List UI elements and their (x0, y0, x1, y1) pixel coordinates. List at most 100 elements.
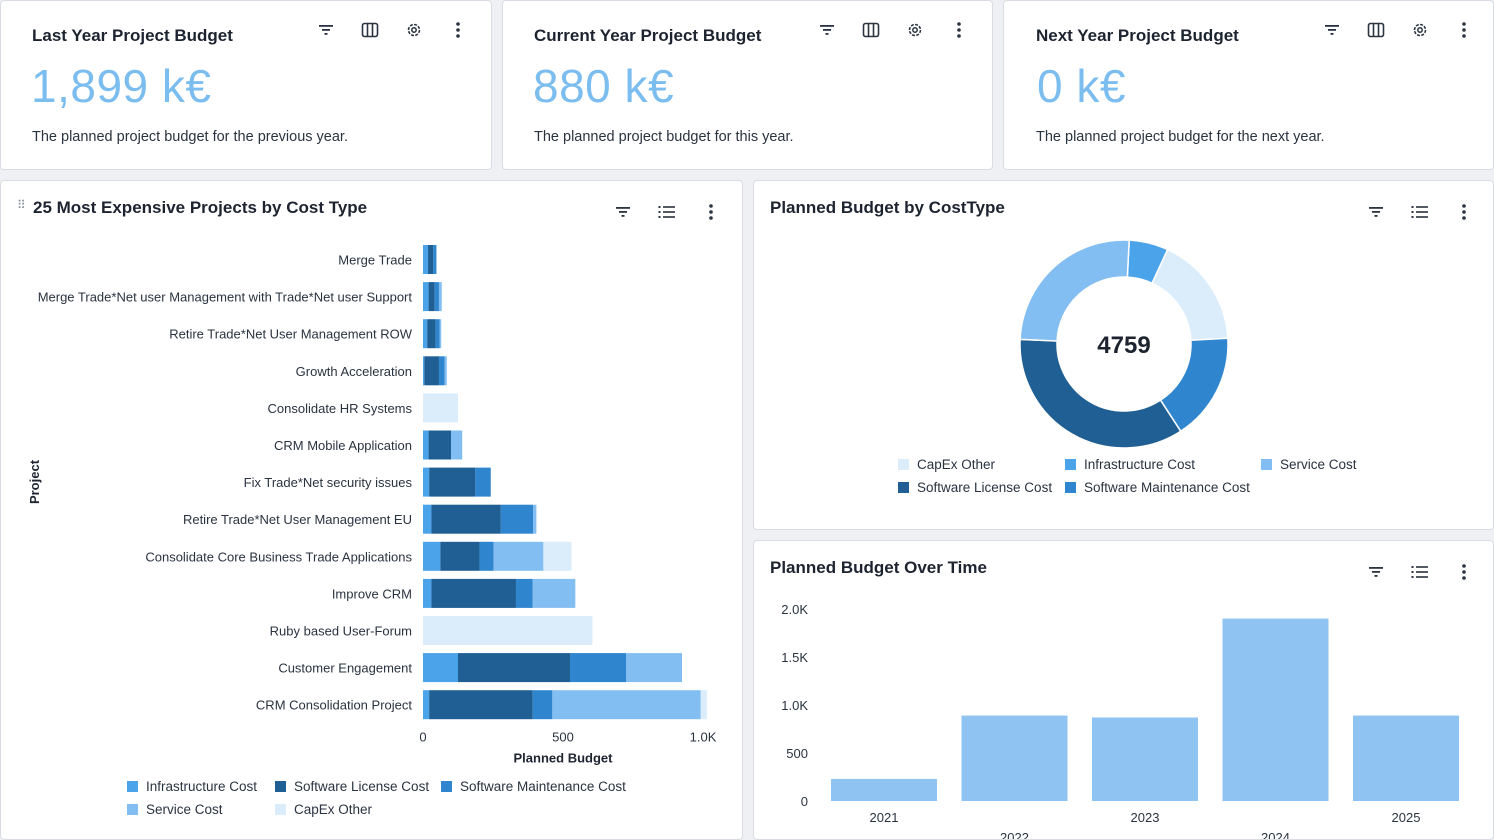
bar[interactable] (1222, 618, 1329, 801)
bar-segment[interactable] (434, 282, 439, 312)
legend-item[interactable]: Software Maintenance Cost (1065, 480, 1250, 495)
legend-list-button[interactable] (1405, 201, 1435, 223)
filter-button[interactable] (1317, 19, 1347, 41)
legend-item[interactable]: Service Cost (127, 802, 223, 817)
bar-segment[interactable] (438, 356, 445, 386)
bar-segment[interactable] (700, 690, 707, 720)
legend-list-button[interactable] (652, 201, 682, 223)
filter-button[interactable] (812, 19, 842, 41)
more-button[interactable] (1449, 561, 1479, 583)
donut-slice[interactable] (1151, 248, 1229, 342)
more-button[interactable] (443, 19, 473, 41)
bar-row[interactable]: Merge Trade*Net user Management with Tra… (38, 282, 442, 312)
bar-segment[interactable] (626, 653, 682, 683)
legend-item[interactable]: Software License Cost (898, 480, 1052, 495)
bar-segment[interactable] (515, 578, 533, 608)
legend-item[interactable]: CapEx Other (275, 802, 372, 817)
bar-segment[interactable] (429, 690, 533, 720)
bar-row[interactable]: Retire Trade*Net User Management EU (183, 504, 537, 534)
bar-segment[interactable] (439, 319, 442, 349)
bar-row[interactable]: Improve CRM (332, 578, 576, 608)
bar-segment[interactable] (533, 504, 537, 534)
bar-segment[interactable] (532, 578, 576, 608)
filter-button[interactable] (311, 19, 341, 41)
bar-row[interactable]: CRM Mobile Application (274, 430, 463, 460)
bar[interactable] (1353, 715, 1459, 801)
bar-segment[interactable] (433, 245, 437, 274)
bar-segment[interactable] (493, 541, 544, 571)
settings-button[interactable] (399, 19, 429, 41)
columns-button[interactable] (1361, 19, 1391, 41)
bar-segment[interactable] (570, 653, 626, 683)
settings-button[interactable] (900, 19, 930, 41)
filter-button[interactable] (1361, 561, 1391, 583)
bar-row[interactable]: Ruby based User-Forum (270, 616, 593, 645)
more-button[interactable] (1449, 19, 1479, 41)
donut-center-total: 4759 (1097, 332, 1150, 359)
more-button[interactable] (944, 19, 974, 41)
bar-segment[interactable] (423, 245, 429, 274)
bar-segment[interactable] (423, 653, 458, 683)
bar-segment[interactable] (423, 430, 429, 460)
bar-segment[interactable] (423, 504, 432, 534)
bar-segment[interactable] (423, 282, 429, 312)
bar-segment[interactable] (423, 541, 441, 571)
bar-segment[interactable] (423, 319, 428, 349)
bar-segment[interactable] (479, 541, 494, 571)
legend-item[interactable]: Software Maintenance Cost (441, 779, 626, 794)
bar-segment[interactable] (440, 541, 480, 571)
bar-segment[interactable] (431, 578, 516, 608)
bar-segment[interactable] (423, 356, 425, 386)
bar-segment[interactable] (423, 467, 430, 497)
bar-segment[interactable] (451, 430, 463, 460)
bar-segment[interactable] (431, 504, 501, 534)
filter-button[interactable] (608, 201, 638, 223)
bar[interactable] (831, 778, 937, 801)
legend-item[interactable]: Software License Cost (275, 779, 429, 794)
donut-slice[interactable] (1019, 239, 1130, 342)
legend-item[interactable]: Infrastructure Cost (1065, 457, 1195, 472)
bar-segment[interactable] (543, 541, 572, 571)
bar-row[interactable]: CRM Consolidation Project (256, 690, 707, 720)
bar-segment[interactable] (428, 245, 434, 274)
more-button[interactable] (696, 201, 726, 223)
bar-segment[interactable] (458, 653, 570, 683)
bar-segment[interactable] (424, 356, 439, 386)
legend-item[interactable]: Infrastructure Cost (127, 779, 257, 794)
bar-segment[interactable] (429, 467, 476, 497)
bar-segment[interactable] (500, 504, 534, 534)
donut-slice[interactable] (1019, 338, 1182, 449)
bar[interactable] (961, 715, 1068, 801)
x-tick-label: 2022 (1000, 830, 1029, 840)
bar-segment[interactable] (423, 690, 430, 720)
bar-row[interactable]: Retire Trade*Net User Management ROW (169, 319, 442, 349)
columns-button[interactable] (856, 19, 886, 41)
more-button[interactable] (1449, 201, 1479, 223)
bar-segment[interactable] (438, 282, 442, 312)
bar[interactable] (1092, 717, 1198, 801)
bar-segment[interactable] (444, 356, 447, 386)
bar-row[interactable]: Customer Engagement (278, 653, 682, 683)
legend-item[interactable]: Service Cost (1261, 457, 1357, 472)
bar-row[interactable]: Consolidate HR Systems (268, 393, 459, 423)
bar-segment[interactable] (428, 282, 435, 312)
bar-segment[interactable] (423, 578, 432, 608)
filter-button[interactable] (1361, 201, 1391, 223)
bar-segment[interactable] (552, 690, 701, 720)
bar-segment[interactable] (428, 430, 451, 460)
bar-segment[interactable] (423, 393, 458, 423)
columns-button[interactable] (355, 19, 385, 41)
bar-row[interactable]: Growth Acceleration (296, 356, 447, 386)
settings-button[interactable] (1405, 19, 1435, 41)
drag-handle-icon[interactable]: ⠿ (17, 198, 26, 212)
bar-segment[interactable] (423, 616, 593, 645)
legend-item[interactable]: CapEx Other (898, 457, 995, 472)
bar-segment[interactable] (475, 467, 491, 497)
bar-row[interactable]: Merge Trade (338, 245, 437, 274)
bar-segment[interactable] (435, 319, 440, 349)
bar-row[interactable]: Consolidate Core Business Trade Applicat… (145, 541, 572, 571)
bar-segment[interactable] (532, 690, 553, 720)
bar-segment[interactable] (427, 319, 436, 349)
legend-list-button[interactable] (1405, 561, 1435, 583)
bar-row[interactable]: Fix Trade*Net security issues (244, 467, 491, 497)
